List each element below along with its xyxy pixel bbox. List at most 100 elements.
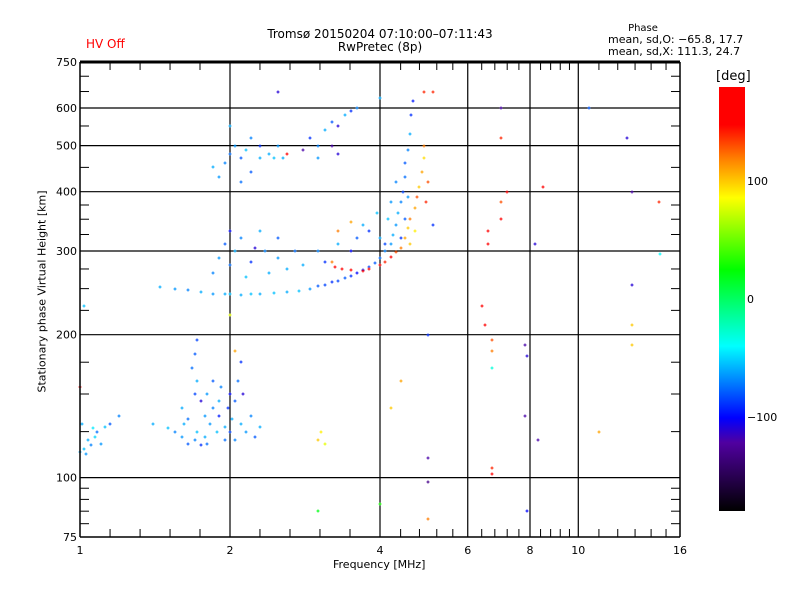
data-point [230, 417, 234, 421]
data-point [211, 165, 215, 169]
data-point [399, 246, 403, 250]
data-point [422, 156, 426, 160]
data-point [523, 414, 527, 418]
data-point [215, 430, 219, 434]
data-point [355, 106, 359, 110]
data-point [625, 136, 629, 140]
data-point [391, 233, 395, 237]
data-point [244, 275, 248, 279]
data-point [630, 190, 634, 194]
data-point [82, 304, 86, 308]
data-point [420, 170, 424, 174]
x-tick-label: 6 [464, 544, 471, 557]
data-point [389, 242, 393, 246]
data-point [108, 422, 112, 426]
data-point [343, 276, 347, 280]
data-point [389, 255, 393, 259]
data-point [349, 220, 353, 224]
data-point [272, 156, 276, 160]
data-point [525, 354, 529, 358]
data-point [336, 124, 340, 128]
data-point [431, 90, 435, 94]
data-point [399, 236, 403, 240]
data-point [182, 422, 186, 426]
data-point [219, 385, 223, 389]
data-point [193, 392, 197, 396]
data-point [389, 200, 393, 204]
data-point [403, 161, 407, 165]
colorbar-tick-label: −100 [747, 411, 777, 424]
data-point [195, 338, 199, 342]
data-point [486, 229, 490, 233]
data-point [316, 438, 320, 442]
x-axis-label: Frequency [MHz] [333, 558, 426, 571]
x-tick-label: 2 [227, 544, 234, 557]
data-point [424, 200, 428, 204]
data-point [217, 175, 221, 179]
data-point [417, 185, 421, 189]
data-point [239, 293, 243, 297]
data-point [422, 90, 426, 94]
data-point [541, 185, 545, 189]
data-point [233, 438, 237, 442]
chart-subtitle: RwPretec (8p) [337, 40, 423, 54]
data-point [330, 144, 334, 148]
axes: 1 2 4 6 8 10 16 75 100 200 300 400 500 600 750 [56, 56, 687, 557]
data-point [403, 217, 407, 221]
data-point [340, 267, 344, 271]
data-point [630, 343, 634, 347]
data-point [490, 366, 494, 370]
data-point [343, 113, 347, 117]
data-point [408, 132, 412, 136]
y-tick-label: 500 [56, 140, 77, 153]
data-point [383, 242, 387, 246]
data-point [228, 229, 232, 233]
data-point [323, 128, 327, 132]
data-point [236, 379, 240, 383]
data-point [396, 211, 400, 215]
data-point [378, 256, 382, 260]
data-point [211, 271, 215, 275]
data-point [186, 417, 190, 421]
data-point [499, 217, 503, 221]
data-point [244, 148, 248, 152]
data-point [490, 349, 494, 353]
data-point [186, 288, 190, 292]
colorbar-tick-label: 0 [747, 293, 754, 306]
data-point [244, 430, 248, 434]
data-point [223, 242, 227, 246]
data-point [413, 229, 417, 233]
data-point [205, 392, 209, 396]
data-point [336, 279, 340, 283]
data-point [195, 430, 199, 434]
data-point [330, 280, 334, 284]
colorbar: 100 0 −100 [719, 87, 777, 511]
data-point [355, 271, 359, 275]
x-tick-label: 10 [571, 544, 585, 557]
data-point [239, 236, 243, 240]
data-point [267, 152, 271, 156]
data-point [316, 284, 320, 288]
data-point [253, 435, 257, 439]
data-point [316, 249, 320, 253]
data-point [233, 144, 237, 148]
data-point [223, 425, 227, 429]
data-point [211, 406, 215, 410]
data-point [403, 236, 407, 240]
data-point [490, 472, 494, 476]
data-point [84, 452, 88, 456]
data-point [217, 414, 221, 418]
data-point [375, 211, 379, 215]
data-point [186, 442, 190, 446]
data-point [349, 109, 353, 113]
data-point [499, 106, 503, 110]
data-point [316, 156, 320, 160]
data-point [389, 406, 393, 410]
y-tick-label: 600 [56, 102, 77, 115]
data-point [355, 236, 359, 240]
data-point [383, 249, 387, 253]
data-point [408, 242, 412, 246]
data-point [285, 152, 289, 156]
data-point [285, 267, 289, 271]
